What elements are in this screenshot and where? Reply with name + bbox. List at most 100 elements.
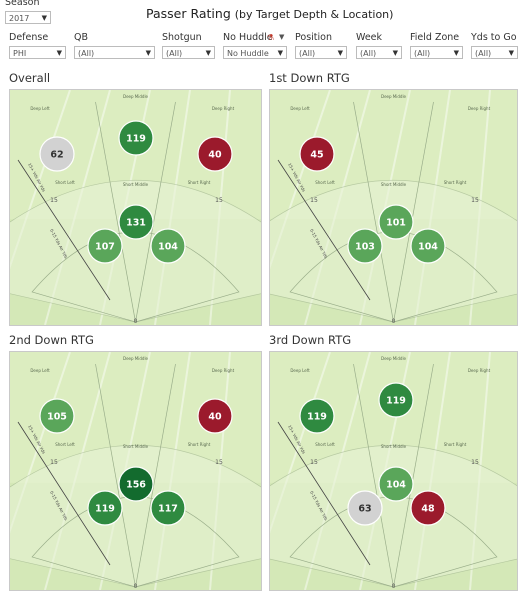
- zone-divider: [95, 363, 136, 588]
- season-select[interactable]: 2017 ▼: [5, 11, 51, 24]
- chevron-down-icon: ▼: [453, 49, 459, 57]
- position-value: (All): [299, 49, 316, 58]
- field-zone-select[interactable]: (All) ▼: [410, 46, 463, 59]
- rating-bubble-deep-middle: [378, 382, 414, 418]
- zone-label-short-middle: Short Middle: [123, 182, 149, 187]
- field-panel-overall: Deep Left Deep Middle Deep Right Short Left…: [9, 89, 262, 326]
- yard-label-15: 15: [50, 459, 58, 466]
- zone-label-short-middle: Short Middle: [381, 182, 407, 187]
- rating-value-short-middle: 101: [386, 218, 406, 229]
- zone-label-short-middle: Short Middle: [381, 444, 407, 449]
- rating-bubble-short-left: [347, 228, 383, 264]
- rating-value-short-left: 107: [95, 242, 115, 253]
- zone-label-short-middle: Short Middle: [123, 444, 149, 449]
- rating-value-short-middle: 104: [386, 480, 406, 491]
- yard-line: [10, 352, 71, 534]
- rating-value-short-middle: 156: [126, 480, 146, 491]
- yard-label-15: 15: [471, 459, 479, 466]
- zone-label-deep-middle: Deep Middle: [381, 94, 407, 99]
- panel-title-overall: Overall: [9, 71, 51, 85]
- zone-divider: [135, 101, 176, 323]
- no-huddle-value: No Huddle: [227, 49, 269, 58]
- rating-bubble-short-middle: [118, 466, 154, 502]
- yard-label-0: 0: [392, 583, 396, 590]
- rating-bubble-short-middle: [378, 466, 414, 502]
- chevron-down-icon: ▼: [277, 49, 283, 57]
- yds-to-go-select[interactable]: (All) ▼: [471, 46, 518, 59]
- zone-label-deep-left: Deep Left: [290, 106, 310, 111]
- zone-label-short-left: Short Left: [55, 180, 75, 185]
- filter-label-yds-to-go: Yds to Go: [471, 32, 517, 43]
- rating-value-deep-middle: 119: [386, 396, 406, 407]
- panel-title-3rd-down: 3rd Down RTG: [269, 333, 352, 347]
- rating-bubble-short-left: [87, 228, 123, 264]
- deep-zone-fan: [270, 180, 517, 323]
- zone-label-deep-right: Deep Right: [212, 106, 235, 111]
- rating-bubble-deep-left: [39, 398, 75, 434]
- rating-bubble-short-left: [347, 490, 383, 526]
- shotgun-select[interactable]: (All) ▼: [162, 46, 215, 59]
- yard-label-15: 15: [215, 197, 223, 204]
- yard-label-15: 15: [471, 197, 479, 204]
- zone-label-short-left: Short Left: [315, 442, 335, 447]
- season-label: Season: [5, 0, 40, 8]
- yard-label-0: 0: [134, 318, 138, 325]
- yard-label-0: 0: [392, 318, 396, 325]
- zone-label-short-right: Short Right: [444, 180, 467, 185]
- rating-value-deep-right: 40: [208, 412, 222, 423]
- rating-value-short-left: 63: [358, 504, 371, 515]
- zone-label-deep-left: Deep Left: [30, 368, 50, 373]
- filter-label-shotgun: Shotgun: [162, 32, 202, 43]
- chevron-down-icon: ▼: [145, 49, 151, 57]
- defense-value: PHI: [13, 49, 27, 58]
- zone-label-deep-left: Deep Left: [290, 368, 310, 373]
- zone-divider: [353, 363, 394, 588]
- zone-label-deep-right: Deep Right: [468, 368, 491, 373]
- rating-value-deep-right: 40: [208, 150, 222, 161]
- chevron-down-icon[interactable]: ▼: [279, 33, 285, 41]
- zone-divider: [393, 363, 434, 588]
- depth-axis-arrow: [17, 421, 111, 566]
- rating-value-short-right: 104: [158, 242, 178, 253]
- title-main: Passer Rating: [146, 6, 231, 21]
- zone-divider: [95, 101, 136, 323]
- field-chart: Deep Left Deep Middle Deep Right Short Left…: [10, 352, 261, 590]
- week-select[interactable]: (All) ▼: [356, 46, 402, 59]
- rating-value-short-right: 48: [421, 504, 435, 515]
- rating-value-short-left: 103: [355, 242, 375, 253]
- field-zone-value: (All): [414, 49, 431, 58]
- defense-select[interactable]: PHI ▼: [9, 46, 66, 59]
- filter-clear-icon[interactable]: ⚗: [267, 33, 275, 42]
- rating-bubble-deep-left: [39, 136, 75, 172]
- zone-divider: [393, 101, 434, 323]
- deep-zone-fan: [10, 445, 261, 588]
- chevron-down-icon: ▼: [41, 14, 47, 22]
- rating-bubble-short-middle: [118, 204, 154, 240]
- panel-title-2nd-down: 2nd Down RTG: [9, 333, 94, 347]
- depth-axis-arrow: [17, 159, 111, 301]
- field-chart: Deep Left Deep Middle Deep Right Short Left…: [10, 90, 261, 325]
- no-huddle-select[interactable]: No Huddle ▼: [223, 46, 287, 59]
- zone-label-deep-middle: Deep Middle: [381, 356, 407, 361]
- rating-bubble-short-right: [150, 490, 186, 526]
- panel-title-1st-down: 1st Down RTG: [269, 71, 350, 85]
- rating-bubble-deep-right: [197, 398, 233, 434]
- rating-bubble-deep-right: [197, 136, 233, 172]
- yard-label-0: 0: [134, 583, 138, 590]
- qb-select[interactable]: (All) ▼: [74, 46, 155, 59]
- zone-divider: [135, 363, 176, 588]
- zone-label-short-right: Short Right: [444, 442, 467, 447]
- zone-label-short-right: Short Right: [188, 180, 211, 185]
- depth-axis-arrow: [277, 421, 371, 566]
- depth-axis-arrow: [277, 159, 371, 301]
- filter-label-qb: QB: [74, 32, 88, 43]
- yard-line: [270, 352, 331, 534]
- position-select[interactable]: (All) ▼: [295, 46, 347, 59]
- page-title: Passer Rating (by Target Depth & Locatio…: [146, 6, 393, 21]
- zone-label-deep-right: Deep Right: [468, 106, 491, 111]
- rating-bubble-short-left: [87, 490, 123, 526]
- zone-label-deep-middle: Deep Middle: [123, 356, 149, 361]
- filter-label-position: Position: [295, 32, 332, 43]
- rating-value-short-middle: 131: [126, 218, 146, 229]
- rating-bubble-deep-middle: [118, 120, 154, 156]
